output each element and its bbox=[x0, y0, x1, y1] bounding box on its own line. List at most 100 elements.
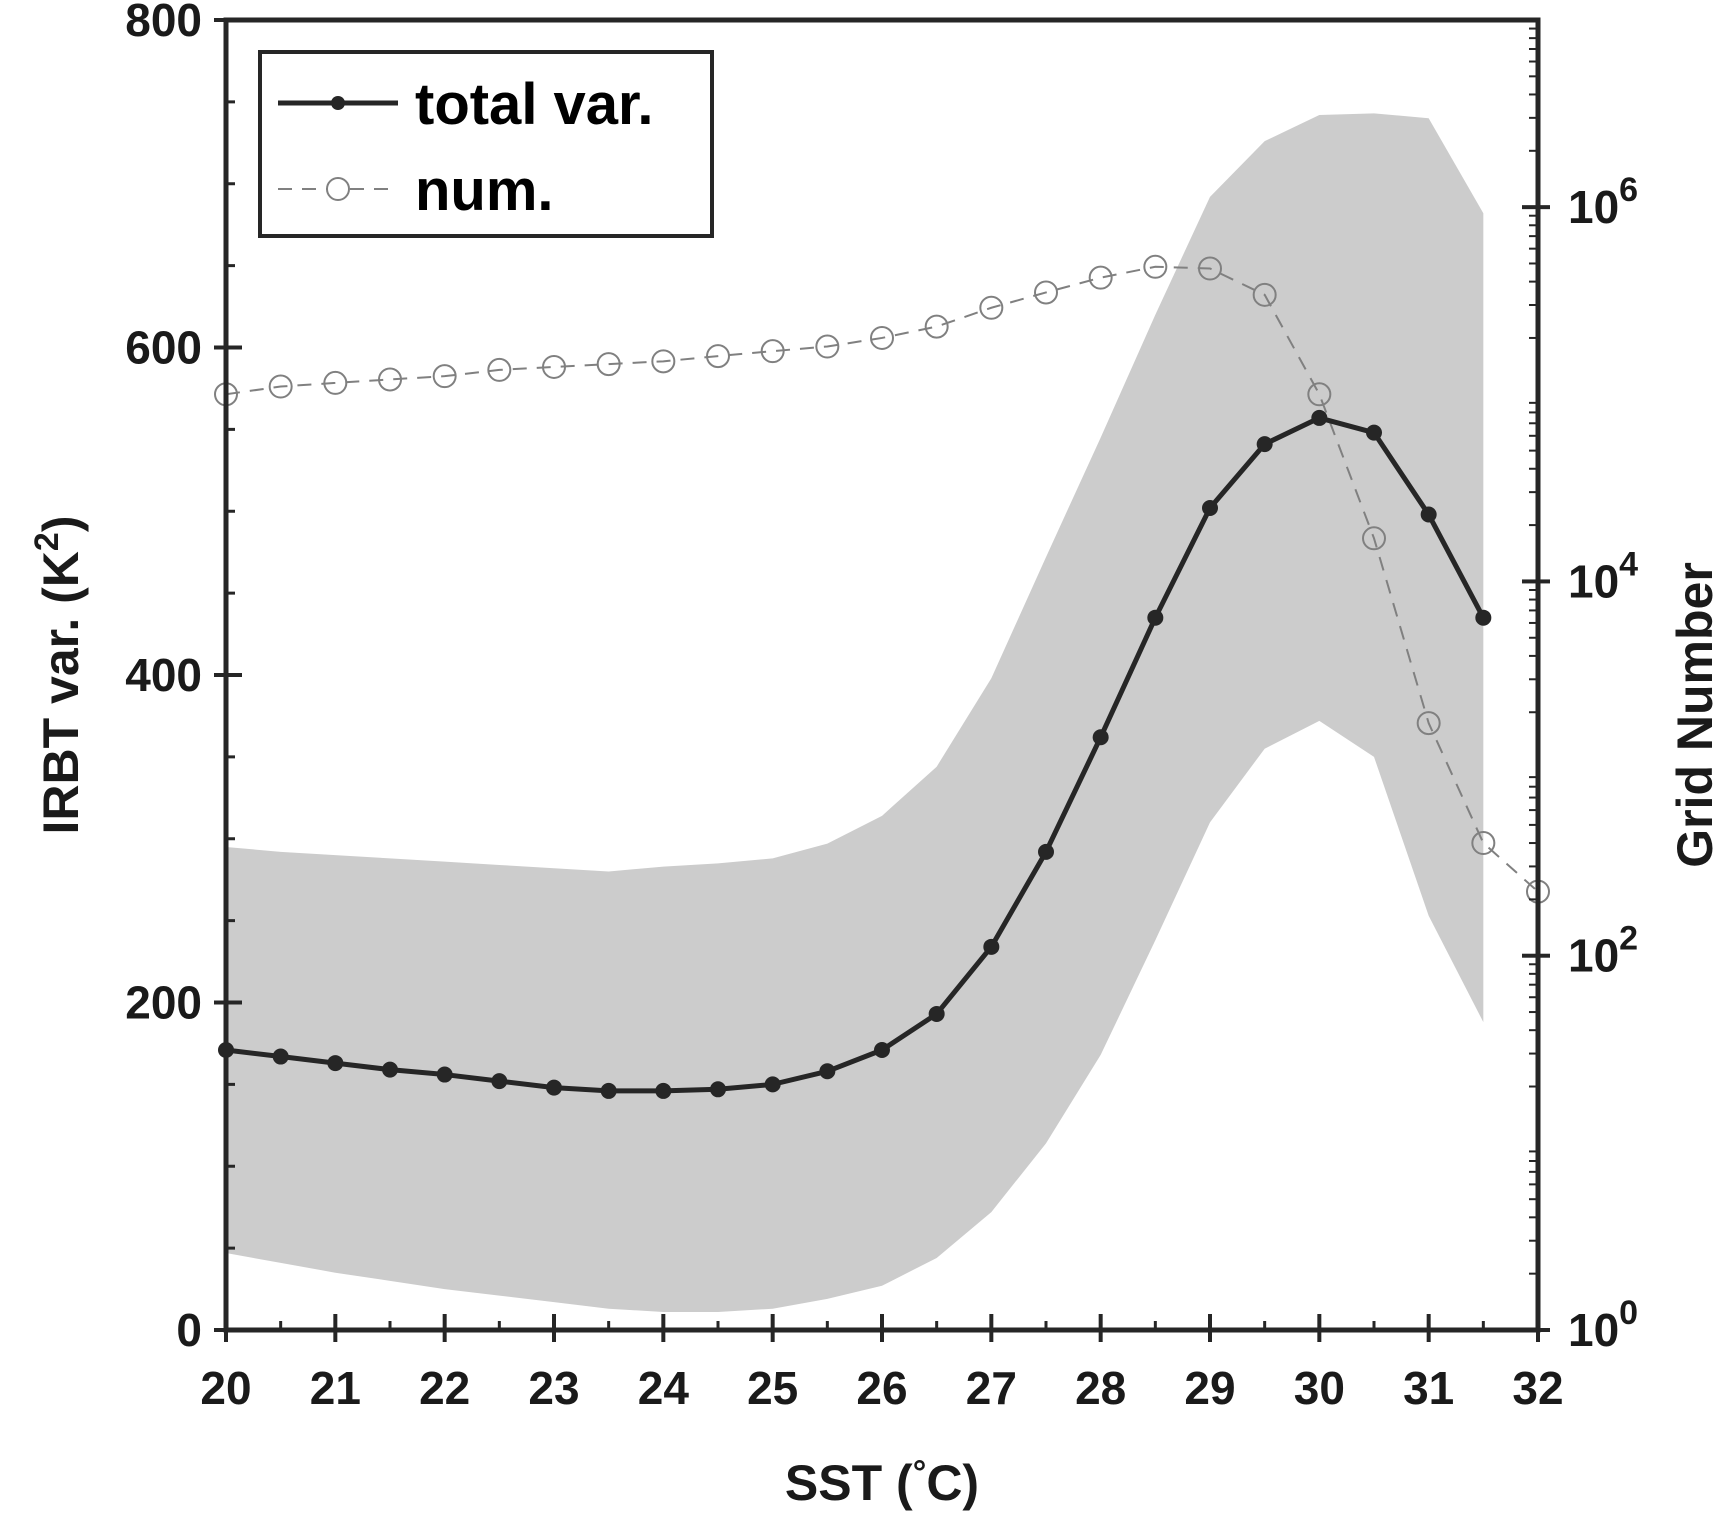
total-var-point bbox=[382, 1061, 398, 1078]
x-axis-title: SST (°C) bbox=[785, 1454, 979, 1511]
num-point bbox=[1034, 280, 1058, 305]
total-var-point bbox=[1420, 506, 1437, 523]
total-var-point bbox=[1311, 409, 1328, 426]
x-axis-title-part1: SST ( bbox=[785, 1455, 913, 1511]
total-var-point bbox=[710, 1081, 726, 1098]
total-var-point bbox=[272, 1048, 289, 1065]
tick-base: 10 bbox=[1568, 1304, 1619, 1356]
tick-base: 10 bbox=[1568, 555, 1619, 607]
x-tick-label: 20 bbox=[200, 1362, 251, 1414]
num-point bbox=[1362, 526, 1386, 551]
y-left-title-part1: IRBT var. (K bbox=[33, 551, 89, 834]
x-tick-label: 30 bbox=[1294, 1362, 1345, 1414]
y-left-title-superscript: 2 bbox=[28, 532, 66, 551]
x-axis-degree-symbol: ° bbox=[913, 1454, 927, 1492]
num-point bbox=[651, 349, 676, 374]
y-left-tick-label: 200 bbox=[125, 977, 202, 1029]
y-axis-right-title: Grid Number bbox=[1667, 562, 1723, 868]
total-var-point bbox=[1202, 499, 1218, 516]
series-total-var bbox=[218, 409, 1492, 1099]
num-point bbox=[979, 295, 1004, 320]
total-var-point bbox=[983, 938, 1000, 955]
legend-total-marker bbox=[331, 96, 345, 110]
total-var-point bbox=[1475, 609, 1492, 626]
num-point bbox=[924, 314, 949, 339]
x-axis-title-part2: C) bbox=[926, 1455, 979, 1511]
x-tick-label: 27 bbox=[966, 1362, 1017, 1414]
y-left-tick-label: 0 bbox=[176, 1304, 202, 1356]
num-point bbox=[1416, 711, 1441, 736]
y-axis-left-title: IRBT var. (K2) bbox=[28, 516, 89, 835]
num-point bbox=[760, 339, 785, 364]
total-var-point bbox=[1256, 436, 1273, 453]
total-var-point bbox=[655, 1082, 672, 1099]
total-var-point bbox=[491, 1073, 508, 1090]
tick-exponent: 2 bbox=[1619, 920, 1638, 958]
svg-text:SST (°C): SST (°C) bbox=[785, 1454, 979, 1511]
tick-base: 10 bbox=[1568, 181, 1619, 233]
total-var-point bbox=[1366, 424, 1382, 441]
y-right-tick-label: 100 bbox=[1568, 1294, 1638, 1356]
num-point bbox=[1088, 265, 1113, 290]
num-point bbox=[870, 325, 894, 350]
num-point bbox=[323, 370, 348, 395]
total-var-line bbox=[225, 415, 1486, 1094]
x-tick-label: 25 bbox=[747, 1362, 798, 1414]
y-right-tick-label: 104 bbox=[1568, 545, 1638, 607]
x-tick-label: 23 bbox=[528, 1362, 579, 1414]
x-tick-label: 22 bbox=[419, 1362, 470, 1414]
y-left-tick-label: 400 bbox=[125, 649, 202, 701]
y-left-tick-label: 600 bbox=[125, 322, 202, 374]
legend-box bbox=[258, 50, 714, 238]
y-right-tick-label: 102 bbox=[1568, 920, 1638, 982]
plot-area bbox=[214, 113, 1550, 1312]
num-point bbox=[596, 352, 621, 377]
total-var-point bbox=[874, 1041, 890, 1058]
num-point bbox=[542, 354, 566, 379]
tick-base: 10 bbox=[1568, 930, 1619, 982]
total-var-point bbox=[928, 1005, 945, 1022]
num-point bbox=[378, 367, 402, 392]
x-tick-label: 28 bbox=[1075, 1362, 1126, 1414]
total-var-point bbox=[1038, 843, 1054, 860]
y-left-tick-label: 800 bbox=[125, 0, 202, 46]
x-tick-label: 21 bbox=[310, 1362, 361, 1414]
x-tick-label: 26 bbox=[856, 1362, 907, 1414]
legend-num-label: num. bbox=[415, 158, 554, 223]
num-point bbox=[1252, 282, 1277, 307]
total-var-point bbox=[436, 1066, 453, 1083]
num-point bbox=[268, 374, 293, 399]
num-point bbox=[706, 344, 730, 369]
y-left-title-end: ) bbox=[33, 516, 89, 533]
total-var-point bbox=[1147, 609, 1164, 626]
legend: total var. num. bbox=[258, 50, 714, 238]
num-point bbox=[1143, 254, 1168, 279]
x-tick-label: 32 bbox=[1512, 1362, 1563, 1414]
x-tick-label: 24 bbox=[638, 1362, 690, 1414]
num-point bbox=[1198, 256, 1222, 281]
tick-exponent: 4 bbox=[1619, 545, 1638, 583]
tick-exponent: 0 bbox=[1619, 1294, 1638, 1332]
x-tick-label: 29 bbox=[1184, 1362, 1235, 1414]
svg-text:IRBT var. (K2): IRBT var. (K2) bbox=[28, 516, 89, 835]
num-point bbox=[815, 334, 840, 359]
legend-num-marker bbox=[326, 177, 350, 201]
axis-ticks: 20 21 22 23 24 25 26 27 28 29 30 31 3202004006008001… bbox=[125, 0, 1638, 1414]
tick-exponent: 6 bbox=[1619, 171, 1638, 209]
num-point bbox=[432, 364, 457, 389]
y-right-tick-label: 106 bbox=[1568, 171, 1638, 233]
y-right-title: Grid Number bbox=[1667, 562, 1723, 868]
x-tick-label: 31 bbox=[1403, 1362, 1454, 1414]
num-point bbox=[487, 357, 512, 382]
total-var-point bbox=[1092, 729, 1109, 746]
spread-band bbox=[226, 113, 1484, 1312]
num-point bbox=[1307, 382, 1332, 407]
total-var-point bbox=[600, 1082, 617, 1099]
num-line bbox=[225, 265, 1539, 893]
total-var-point bbox=[819, 1063, 836, 1080]
legend-total-label: total var. bbox=[415, 72, 654, 137]
total-var-point bbox=[764, 1076, 781, 1093]
num-point bbox=[1471, 831, 1496, 856]
total-var-point bbox=[327, 1055, 344, 1072]
